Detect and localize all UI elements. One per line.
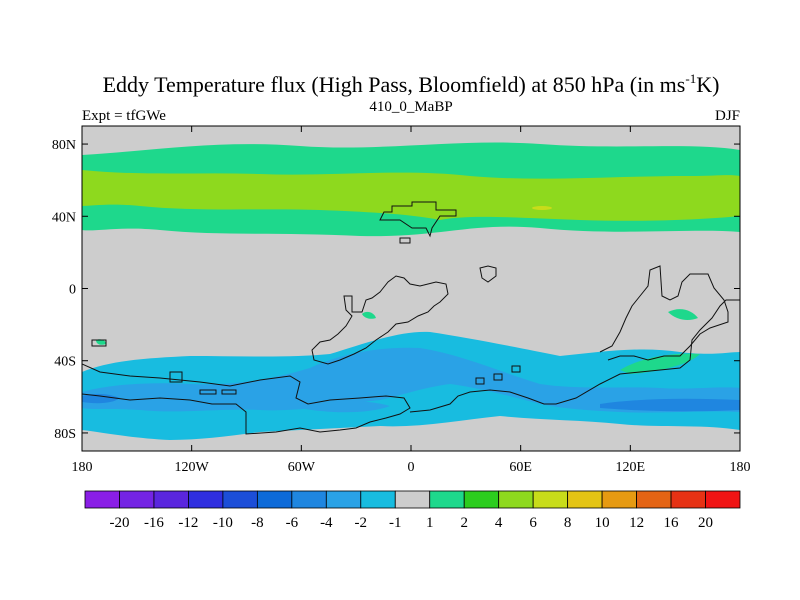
colorbar-labels: -20 -16 -12 -10 -8 -6 -4 -2 -1 1 2 4 6 8 10 12 16 20: [109, 515, 713, 531]
indian-island-1: [493, 373, 503, 381]
australia-coast: [599, 265, 729, 361]
x-tick-label: 120W: [175, 460, 210, 475]
pacific-island-4: [221, 389, 237, 395]
colorbar-label: 4: [495, 515, 503, 531]
x-tick-label: 180: [730, 460, 751, 475]
colorbar-box: [325, 490, 362, 509]
pacific-island-2: [169, 371, 183, 383]
period-label: 410_0_MaBP: [369, 99, 452, 115]
colorbar-box: [429, 490, 465, 509]
coastlines: [82, 201, 740, 435]
pacific-island-1: [91, 339, 107, 347]
colorbar-box: [360, 490, 396, 509]
colorbar-box: [256, 490, 293, 509]
south-pacific-patch: [300, 401, 390, 413]
colorbar-label: 8: [564, 515, 572, 531]
colorbar-box: [222, 490, 258, 509]
south-america-positive: [362, 311, 376, 319]
x-tick-label: 60E: [509, 460, 532, 475]
colorbar-label: -12: [178, 515, 198, 531]
colorbar: [84, 490, 741, 509]
x-tick-label: 180: [72, 460, 93, 475]
australia-positive: [668, 309, 698, 320]
colorbar-label: -6: [286, 515, 299, 531]
colorbar-box: [601, 490, 637, 509]
x-tick-label: 0: [408, 460, 415, 475]
africa-coast: [479, 265, 497, 283]
y-axis: 80N 40N 0 40S 80S: [52, 138, 740, 442]
colorbar-label: -1: [389, 515, 402, 531]
colorbar-box: [463, 490, 500, 509]
south-america-coast: [311, 275, 449, 365]
y-tick-label: 40S: [54, 355, 76, 370]
colorbar-label: 20: [698, 515, 713, 531]
indian-ocean-positive: [620, 353, 700, 374]
colorbar-box: [394, 490, 431, 509]
experiment-label: Expt = tfGWe: [82, 108, 166, 124]
x-tick-label: 60W: [288, 460, 316, 475]
colorbar-box: [119, 490, 155, 509]
island-coast: [399, 237, 411, 244]
pacific-island-3: [199, 389, 217, 395]
colorbar-label: 1: [426, 515, 434, 531]
colorbar-box: [670, 490, 706, 509]
y-tick-label: 80S: [54, 427, 76, 442]
colorbar-label: -20: [109, 515, 129, 531]
atlantic-island: [475, 377, 485, 385]
colorbar-label: -8: [251, 515, 264, 531]
x-axis: 180 120W 60W 0 60E 120E 180: [72, 126, 751, 475]
chart-title: Eddy Temperature flux (High Pass, Bloomf…: [103, 71, 720, 97]
colorbar-label: 10: [595, 515, 610, 531]
pacific-positive: [96, 339, 106, 345]
x-tick-label: 120E: [616, 460, 646, 475]
antarctica-east-coast: [409, 299, 740, 413]
north-max-patch: [532, 206, 552, 210]
colorbar-box: [291, 490, 327, 509]
y-tick-label: 40N: [52, 210, 76, 225]
colorbar-box: [498, 490, 534, 509]
colorbar-label: 2: [460, 515, 468, 531]
colorbar-label: -2: [355, 515, 368, 531]
colorbar-box: [705, 490, 741, 509]
colorbar-label: -16: [144, 515, 164, 531]
colorbar-box: [84, 490, 120, 509]
south-band-inner: [82, 347, 740, 413]
colorbar-box: [188, 490, 224, 509]
map-field: [82, 126, 740, 451]
colorbar-box: [153, 490, 189, 509]
season-label: DJF: [715, 108, 740, 124]
antarctica-coast: [82, 363, 411, 435]
eurasia-coast: [379, 201, 457, 238]
colorbar-box: [532, 490, 569, 509]
y-tick-label: 80N: [52, 138, 76, 153]
colorbar-label: -4: [320, 515, 333, 531]
colorbar-label: -10: [213, 515, 233, 531]
colorbar-label: 6: [529, 515, 537, 531]
colorbar-box: [567, 490, 603, 509]
y-tick-label: 0: [69, 283, 76, 298]
colorbar-box: [636, 490, 672, 509]
indian-island-2: [511, 365, 521, 373]
colorbar-label: 12: [629, 515, 644, 531]
south-band-core: [82, 393, 740, 412]
colorbar-label: 16: [664, 515, 680, 531]
